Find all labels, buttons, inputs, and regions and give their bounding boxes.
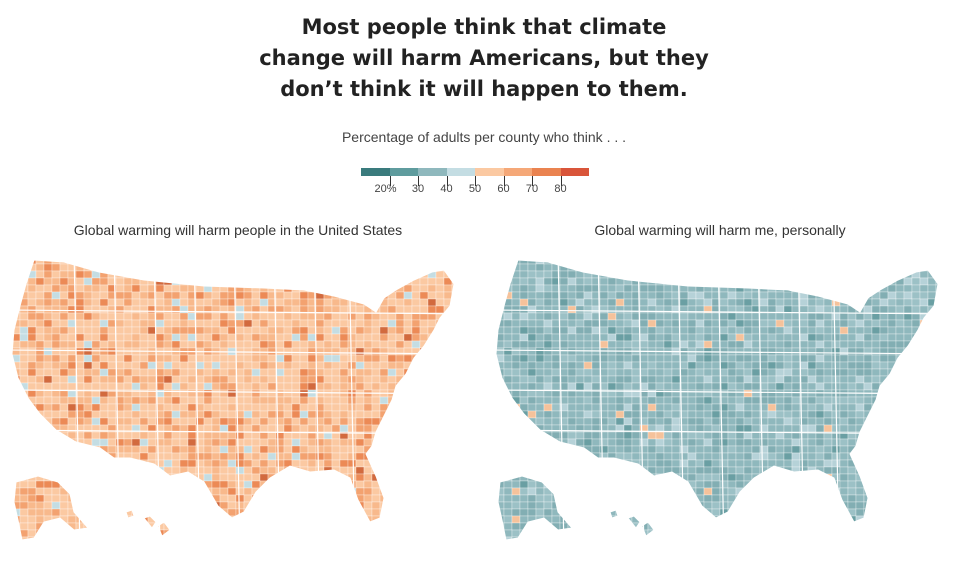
- legend-tick: [503, 176, 505, 186]
- legend-tick-label: 60: [497, 183, 510, 195]
- alaska-outline: [497, 475, 573, 541]
- legend-tick-label: 80: [554, 183, 567, 195]
- page-title: Most people think that climate change wi…: [0, 12, 968, 105]
- legend-tick: [532, 176, 533, 186]
- legend-swatch: [475, 168, 504, 176]
- legend-ticks: 20% 30 40 50 60 70 80: [361, 176, 589, 195]
- title-line-1: Most people think that climate: [301, 15, 667, 39]
- legend-swatch: [389, 168, 418, 176]
- legend-swatch: [560, 168, 589, 176]
- legend-color-bar: [361, 168, 589, 176]
- legend-tick: [418, 176, 419, 186]
- legend-swatch: [532, 168, 561, 176]
- color-legend: 20% 30 40 50 60 70 80: [361, 168, 589, 195]
- right-map-title: Global warming will harm me, personally: [594, 222, 846, 238]
- subtitle: Percentage of adults per county who thin…: [341, 129, 627, 145]
- us-county-map-left: [11, 259, 455, 541]
- legend-tick: [389, 176, 391, 186]
- legend-tick: [475, 176, 476, 186]
- legend-swatch: [418, 168, 447, 176]
- legend-tick: [560, 176, 562, 186]
- legend-tick-label: 30: [411, 183, 425, 195]
- alaska-outline: [13, 475, 89, 541]
- us-county-map-right: [495, 259, 939, 541]
- legend-tick-label: 70: [525, 183, 539, 195]
- lower-48-outline: [495, 259, 939, 523]
- title-line-3: don’t think it will happen to them.: [280, 77, 688, 101]
- legend-tick-label: 50: [468, 183, 482, 195]
- hawaii-outline: [609, 509, 655, 537]
- lower-48-outline: [11, 259, 455, 523]
- legend-swatch: [446, 168, 475, 176]
- hawaii-outline: [125, 509, 171, 537]
- right-map: [488, 250, 958, 550]
- legend-swatch: [361, 168, 390, 176]
- left-map-title: Global warming will harm people in the U…: [73, 222, 403, 238]
- legend-tick-label: 40: [440, 183, 453, 195]
- legend-swatch: [503, 168, 532, 176]
- title-line-2: change will harm Americans, but they: [259, 46, 709, 70]
- left-map: [4, 250, 474, 550]
- legend-tick-label: 20%: [374, 183, 397, 195]
- legend-tick: [446, 176, 448, 186]
